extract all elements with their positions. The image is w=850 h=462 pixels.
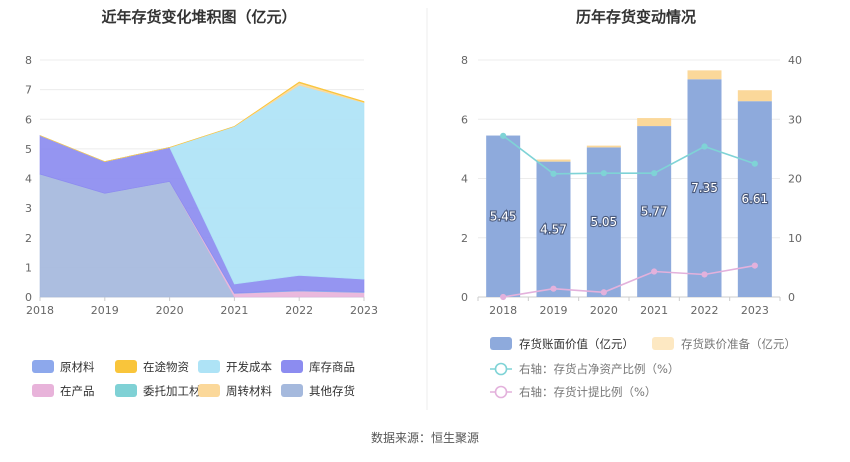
right-y2-tick-label: 30 xyxy=(788,113,802,126)
bar-impairment_bar xyxy=(637,118,672,127)
bar-data-label: 5.77 xyxy=(641,205,668,219)
point-provision_ratio_line xyxy=(600,289,607,296)
left-y-tick-label: 0 xyxy=(25,291,32,304)
bar-book_value_bar xyxy=(486,135,521,297)
right-y-tick-label: 6 xyxy=(461,113,468,126)
legend-label-provision_ratio_line: 右轴：存货计提比例（%） xyxy=(519,385,656,399)
right-x-tick-label: 2018 xyxy=(489,304,517,317)
source-note: 数据来源：恒生聚源 xyxy=(371,430,479,445)
legend-swatch-development_cost xyxy=(198,360,220,373)
bar-book_value_bar xyxy=(536,161,571,297)
point-net_asset_ratio_line xyxy=(751,160,758,167)
left-x-tick-label: 2020 xyxy=(156,304,184,317)
left-x-tick-label: 2018 xyxy=(26,304,54,317)
point-net_asset_ratio_line xyxy=(701,143,708,150)
legend-label-raw_material: 原材料 xyxy=(60,360,95,374)
legend-swatch-inventory_goods xyxy=(281,360,303,373)
point-net_asset_ratio_line xyxy=(651,170,658,177)
right-x-tick-label: 2022 xyxy=(691,304,719,317)
legend-label-other_inventory: 其他存货 xyxy=(309,384,355,398)
left-y-tick-label: 2 xyxy=(25,232,32,245)
legend-swatch-raw_material xyxy=(32,360,54,373)
right-x-tick-label: 2023 xyxy=(741,304,769,317)
bar-data-label: 4.57 xyxy=(540,222,567,236)
legend-label-inventory_goods: 库存商品 xyxy=(309,360,355,374)
legend-swatch-dot-provision_ratio_line xyxy=(494,385,508,399)
point-provision_ratio_line xyxy=(550,285,557,292)
legend-swatch-other_inventory xyxy=(281,384,303,397)
legend-swatch-turnover_material xyxy=(198,384,220,397)
legend-swatch-book_value_bar xyxy=(490,337,512,350)
legend-swatch-impairment_bar xyxy=(652,337,674,350)
left-x-tick-label: 2023 xyxy=(350,304,378,317)
legend-label-in_transit: 在途物资 xyxy=(143,360,189,374)
point-provision_ratio_line xyxy=(500,293,507,301)
legend-label-in_process: 在产品 xyxy=(60,384,95,398)
legend-swatch-in_process xyxy=(32,384,54,397)
bar-impairment_bar xyxy=(536,159,571,162)
right-y2-tick-label: 20 xyxy=(788,173,802,186)
point-net_asset_ratio_line xyxy=(500,132,507,139)
legend-swatch-in_transit xyxy=(115,360,137,373)
right-y2-tick-label: 40 xyxy=(788,54,802,67)
right-y2-tick-label: 0 xyxy=(788,291,795,304)
bar-book_value_bar xyxy=(687,79,722,297)
left-area-chart: 0 1 2 3 4 5 6 7 8 2018 2019 2020 2021 2022 2023 xyxy=(25,54,378,317)
right-chart-title: 历年存货变动情况 xyxy=(576,8,696,26)
left-y-tick-label: 1 xyxy=(25,261,32,274)
bar-impairment_bar xyxy=(586,145,621,148)
right-x-tick-label: 2019 xyxy=(540,304,568,317)
point-provision_ratio_line xyxy=(651,268,658,275)
right-chart-legend: 存货账面价值（亿元） 存货跌价准备（亿元）右轴：存货占净资产比例（%） 右轴：存货计… xyxy=(490,337,796,399)
left-y-tick-label: 5 xyxy=(25,143,32,156)
bar-data-label: 6.61 xyxy=(741,192,768,206)
left-y-tick-label: 8 xyxy=(25,54,32,67)
area-in_transit xyxy=(39,81,365,162)
left-x-tick-label: 2019 xyxy=(91,304,119,317)
right-x-tick-label: 2020 xyxy=(590,304,618,317)
bar-data-label: 5.05 xyxy=(590,215,617,229)
left-y-tick-label: 7 xyxy=(25,84,32,97)
left-y-tick-label: 6 xyxy=(25,113,32,126)
legend-swatch-dot-net_asset_ratio_line xyxy=(494,362,508,376)
legend-swatch-entrusted_processing xyxy=(115,384,137,397)
legend-label-turnover_material: 周转材料 xyxy=(226,384,272,398)
legend-label-impairment_bar: 存货跌价准备（亿元） xyxy=(681,337,796,351)
right-y-tick-label: 2 xyxy=(461,232,468,245)
left-y-tick-label: 3 xyxy=(25,202,32,215)
legend-label-development_cost: 开发成本 xyxy=(226,360,272,374)
left-y-tick-label: 4 xyxy=(25,173,32,186)
point-net_asset_ratio_line xyxy=(550,170,557,177)
bar-data-label: 5.45 xyxy=(490,209,517,223)
right-y2-tick-label: 10 xyxy=(788,232,802,245)
point-net_asset_ratio_line xyxy=(600,170,607,177)
legend-label-net_asset_ratio_line: 右轴：存货占净资产比例（%） xyxy=(519,362,679,376)
right-y-tick-label: 8 xyxy=(461,54,468,67)
left-x-tick-label: 2022 xyxy=(285,304,313,317)
point-provision_ratio_line xyxy=(751,262,758,269)
left-chart-title: 近年存货变化堆积图（亿元） xyxy=(101,8,296,26)
bar-impairment_bar xyxy=(737,90,772,102)
legend-label-entrusted_processing: 委托加工材料 xyxy=(143,384,212,398)
legend-label-book_value_bar: 存货账面价值（亿元） xyxy=(519,337,634,351)
line-provision_ratio_line xyxy=(503,264,755,298)
right-bar-line-chart: 0 2 4 6 8 0 10 20 30 40 2018 2019 2020 2021 2022 2023 5.… xyxy=(461,54,802,317)
right-y-tick-label: 4 xyxy=(461,173,468,186)
bar-data-label: 7.35 xyxy=(691,181,718,195)
point-provision_ratio_line xyxy=(701,271,708,278)
right-y-tick-label: 0 xyxy=(461,291,468,304)
right-x-tick-label: 2021 xyxy=(640,304,668,317)
left-x-tick-label: 2021 xyxy=(220,304,248,317)
line-net_asset_ratio_line xyxy=(502,135,756,175)
bar-impairment_bar xyxy=(687,70,722,80)
